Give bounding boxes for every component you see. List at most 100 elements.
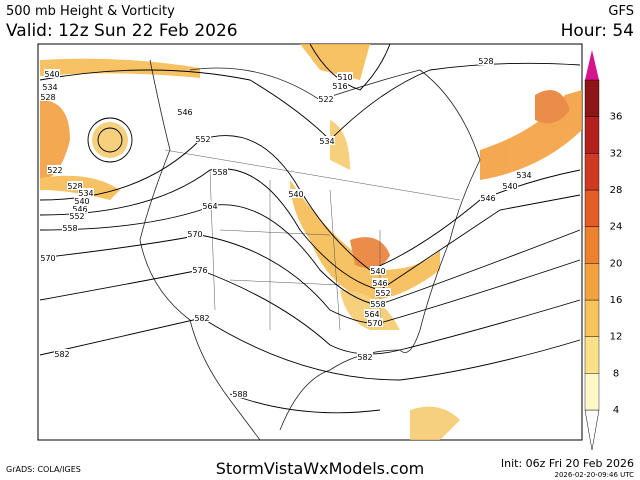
contour-label: 564 <box>364 310 379 319</box>
contour-label-bg <box>74 196 90 205</box>
contour-label: 564 <box>202 202 217 211</box>
contour-label-bg <box>54 349 70 358</box>
contour-label: 534 <box>516 171 531 180</box>
contour-label: 540 <box>502 182 517 191</box>
contour-label: 570 <box>187 230 202 239</box>
contour-label-bg <box>480 193 496 202</box>
contour-label: 534 <box>42 83 57 92</box>
contour-label: 558 <box>212 168 227 177</box>
contour-label-bg <box>478 56 494 65</box>
colorbar-segment <box>584 263 600 301</box>
colorbar-segment <box>584 116 600 154</box>
contour-label-bg <box>177 107 193 116</box>
contour-labels: 5405345285225285345405465525585705465525… <box>40 56 532 399</box>
contour-label-bg <box>337 72 353 81</box>
colorbar-arrow-bottom <box>584 409 600 451</box>
contour-label: 588 <box>232 390 247 399</box>
colorbar-segment <box>584 189 600 227</box>
contour-label: 528 <box>478 57 493 66</box>
contour-label-bg <box>62 223 78 232</box>
contour-label: 546 <box>372 279 387 288</box>
contour-label: 558 <box>62 224 77 233</box>
colorbar-segment <box>584 299 600 337</box>
contour-label: 552 <box>69 212 84 221</box>
colorbar-segment <box>584 79 600 117</box>
colorbar-segment <box>584 226 600 264</box>
colorbar-label: 8 <box>613 368 619 379</box>
colorbar-segment <box>584 373 600 411</box>
contour-label-bg <box>69 211 85 220</box>
contour-label: 546 <box>177 108 192 117</box>
contour-label: 546 <box>72 205 87 214</box>
forecast-hour: Hour: 54 <box>561 21 634 41</box>
colorbar-label: 24 <box>610 222 623 233</box>
contour-label: 582 <box>194 314 209 323</box>
contour-label-bg <box>40 92 56 101</box>
contour-label-bg <box>332 81 348 90</box>
contour-label-bg <box>194 313 210 322</box>
contour-label: 516 <box>332 82 347 91</box>
contour-label-bg <box>372 278 388 287</box>
contour-label-bg <box>232 389 248 398</box>
contour-label: 546 <box>480 194 495 203</box>
contour-label-bg <box>375 288 391 297</box>
contour-label: 534 <box>78 189 93 198</box>
contour-label: 552 <box>375 289 390 298</box>
contour-label: 540 <box>44 70 59 79</box>
valid-time: Valid: 12z Sun 22 Feb 2026 <box>6 21 238 41</box>
contour-label: 540 <box>288 190 303 199</box>
colorbar-label: 32 <box>610 148 623 159</box>
contour-label-bg <box>72 204 88 213</box>
contour-label: 510 <box>337 73 352 82</box>
init-time: Init: 06z Fri 20 Feb 2026 <box>501 457 634 470</box>
contour-label-bg <box>319 136 335 145</box>
contour-label-bg <box>318 94 334 103</box>
contour-label: 582 <box>54 350 69 359</box>
contour-label-bg <box>370 266 386 275</box>
contour-label: 540 <box>74 197 89 206</box>
contour-label-bg <box>502 181 518 190</box>
contour-label-bg <box>357 352 373 361</box>
contour-label-bg <box>47 165 63 174</box>
contour-label-bg <box>78 188 94 197</box>
map: 5405345285225285345405465525585705465525… <box>37 43 583 441</box>
contour-label-bg <box>202 201 218 210</box>
contour-label: 528 <box>40 93 55 102</box>
contour-label: 534 <box>319 137 334 146</box>
contour-label: 570 <box>40 254 55 263</box>
contour-label: 558 <box>370 300 385 309</box>
contour-label-bg <box>67 181 83 190</box>
colorbar-label: 16 <box>610 295 623 306</box>
contour-label-bg <box>367 318 383 327</box>
contour-label-bg <box>364 309 380 318</box>
title: 500 mb Height & Vorticity <box>6 4 175 19</box>
contour-label: 522 <box>47 166 62 175</box>
contour-label: 540 <box>370 267 385 276</box>
colorbar-label: 12 <box>610 332 623 343</box>
colorbar-label: 4 <box>613 405 619 416</box>
contour-label: 522 <box>318 95 333 104</box>
colorbar-segment <box>584 336 600 374</box>
contour-label: 552 <box>195 135 210 144</box>
contour-label: 528 <box>67 182 82 191</box>
contour-label-bg <box>187 229 203 238</box>
contour-label-bg <box>192 265 208 274</box>
contour-label-bg <box>288 189 304 198</box>
colorbar-segment <box>584 153 600 191</box>
credit: GrADS: COLA/IGES <box>6 465 81 474</box>
model: GFS <box>608 4 634 19</box>
contour-label-bg <box>44 69 60 78</box>
colorbar-label: 20 <box>610 258 623 269</box>
contour-label-bg <box>212 167 228 176</box>
contour-label: 582 <box>357 353 372 362</box>
colorbar-arrow-top <box>585 50 599 80</box>
site: StormVistaWxModels.com <box>216 459 424 478</box>
contour-label-bg <box>195 134 211 143</box>
colorbar: 4 8 12 16 20 24 28 32 36 <box>584 50 623 451</box>
timestamp: 2026-02-20-09:46 UTC <box>555 471 635 479</box>
contour-label: 570 <box>367 319 382 328</box>
contour-label-bg <box>40 253 56 262</box>
colorbar-label: 36 <box>610 112 623 123</box>
colorbar-label: 28 <box>610 185 623 196</box>
